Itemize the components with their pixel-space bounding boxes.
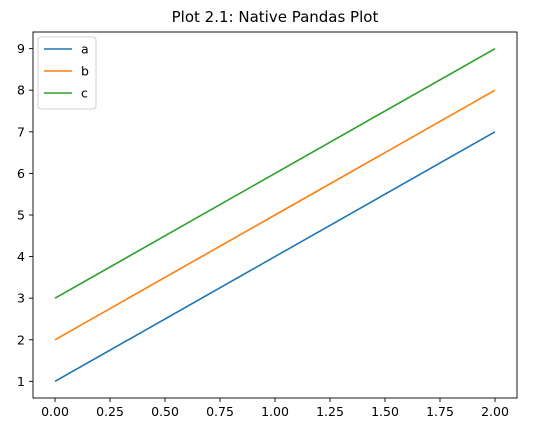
y-tick-label: 7 [17, 124, 25, 139]
x-axis: 0.00 0.25 0.50 0.75 1.00 1.25 1.50 1.75 2.00 [41, 398, 509, 419]
legend-label-a: a [81, 42, 89, 57]
y-tick-label: 4 [17, 249, 25, 264]
y-axis: 1 2 3 4 5 6 7 8 9 [17, 41, 33, 389]
legend-box [37, 36, 97, 110]
series-group [54, 47, 496, 383]
y-tick-label: 1 [17, 374, 25, 389]
legend: abc [37, 36, 97, 110]
chart-title: Plot 2.1: Native Pandas Plot [172, 8, 379, 26]
x-tick-label: 1.75 [426, 404, 454, 419]
x-tick-label: 1.00 [261, 404, 289, 419]
y-tick-label: 3 [17, 291, 25, 306]
x-tick-label: 0.00 [41, 404, 69, 419]
x-tick-label: 1.25 [316, 404, 344, 419]
legend-label-b: b [81, 64, 89, 79]
legend-label-c: c [81, 86, 88, 101]
y-tick-label: 2 [17, 332, 25, 347]
y-tick-label: 6 [17, 166, 25, 181]
x-tick-label: 0.25 [96, 404, 124, 419]
x-tick-label: 0.50 [151, 404, 179, 419]
series-line-c [54, 47, 496, 299]
y-tick-label: 5 [17, 208, 25, 223]
x-tick-label: 1.50 [371, 404, 399, 419]
y-tick-label: 8 [17, 83, 25, 98]
series-line-b [54, 89, 496, 341]
y-tick-label: 9 [17, 41, 25, 56]
x-tick-label: 2.00 [481, 404, 509, 419]
x-tick-label: 0.75 [206, 404, 234, 419]
series-line-a [54, 131, 496, 383]
